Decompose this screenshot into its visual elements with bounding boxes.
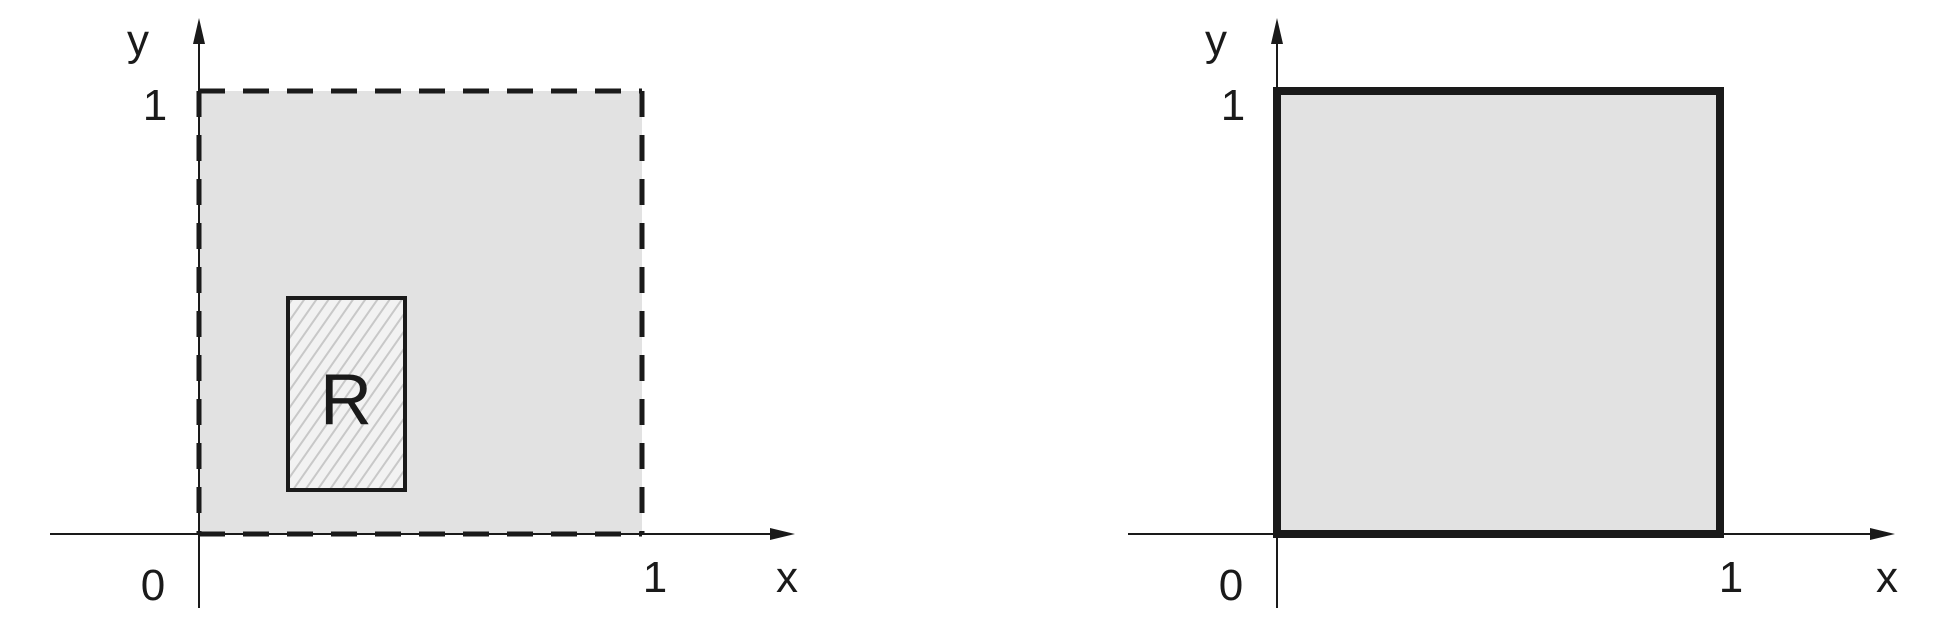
region-r-label: R (320, 360, 372, 440)
right-y-axis-arrowhead (1271, 18, 1283, 44)
left-x-tick-label: 1 (643, 553, 667, 602)
left-dashed-boundary (196, 88, 645, 537)
right-y-tick-label: 1 (1221, 81, 1245, 130)
right-y-axis-label: y (1205, 16, 1227, 65)
right-x-axis-arrowhead (1870, 528, 1895, 540)
left-y-tick-label: 1 (143, 81, 167, 130)
region-r-rectangle (286, 296, 407, 492)
right-x-axis-label: x (1876, 553, 1898, 602)
left-origin-label: 0 (141, 561, 165, 610)
left-unit-square-fill (199, 91, 642, 534)
left-y-axis-label: y (127, 16, 149, 65)
right-unit-square-fill (1277, 91, 1720, 534)
left-y-axis-arrowhead (193, 18, 205, 44)
right-panel: y 1 0 1 x (1128, 16, 1898, 610)
right-origin-label: 0 (1219, 561, 1243, 610)
right-x-tick-label: 1 (1719, 553, 1743, 602)
left-panel: R y 1 0 1 x (50, 16, 798, 610)
left-x-axis-label: x (776, 553, 798, 602)
left-x-axis-arrowhead (770, 528, 795, 540)
right-solid-boundary (1273, 87, 1724, 538)
